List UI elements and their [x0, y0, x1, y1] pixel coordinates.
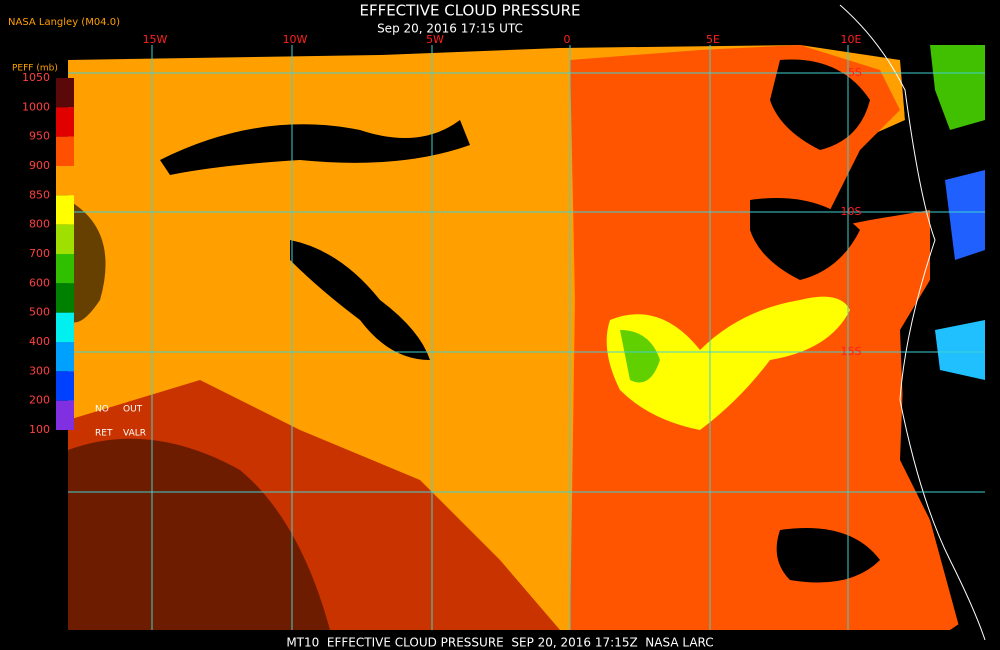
footer: MT10 EFFECTIVE CLOUD PRESSURE SEP 20, 20… — [286, 636, 713, 650]
lon-label: 5W — [426, 33, 444, 46]
lon-label: 10W — [283, 33, 308, 46]
mid-cloud — [620, 330, 660, 383]
legend-swatch — [56, 136, 74, 166]
legend-label: 500 — [29, 306, 50, 319]
legend-note: VALR — [123, 429, 146, 439]
legend-title: PEFF (mb) — [12, 64, 58, 74]
legend-label: 800 — [29, 218, 50, 231]
legend-label: 700 — [29, 247, 50, 260]
clear-patch — [776, 528, 880, 583]
lon-label: 5E — [706, 33, 720, 46]
legend-note: RET — [95, 429, 113, 439]
legend-label: 850 — [29, 188, 50, 201]
clear-patch — [750, 198, 860, 280]
clear-patch — [290, 240, 430, 360]
coastline — [839, 4, 986, 641]
grid-labels: 15W 10W 5W 0 5E 10E 5S 10S 15S — [143, 33, 862, 358]
legend-label: 100 — [29, 423, 50, 436]
lon-label: 10E — [841, 33, 862, 46]
source-label: NASA Langley (M04.0) — [8, 17, 120, 28]
lon-label: 0 — [564, 33, 571, 46]
imagery — [68, 4, 986, 641]
legend-label: 600 — [29, 276, 50, 289]
legend-swatch — [56, 107, 74, 137]
legend-swatch — [56, 312, 74, 342]
subtitle: Sep 20, 2016 17:15 UTC — [377, 22, 523, 36]
legend-label: 1050 — [22, 71, 50, 84]
legend-note: OUT — [123, 405, 143, 415]
graticule — [68, 45, 985, 630]
legend-swatch — [56, 224, 74, 254]
land-cloud — [930, 45, 985, 130]
clear-patch — [770, 59, 870, 150]
legend-swatch — [56, 371, 74, 401]
title: EFFECTIVE CLOUD PRESSURE — [359, 2, 580, 20]
legend-label: 950 — [29, 130, 50, 143]
legend-swatch — [56, 78, 74, 108]
land-cloud — [935, 320, 985, 380]
mid-cloud — [606, 296, 850, 430]
legend-note: NO — [95, 405, 109, 415]
broken-cloud — [68, 380, 560, 630]
land-cloud — [945, 170, 985, 260]
legend-swatch — [56, 342, 74, 372]
lon-label: 15W — [143, 33, 168, 46]
legend: 1050 1000 950 900 850 800 700 600 500 400 300 200 10… — [22, 71, 74, 436]
legend-label: 300 — [29, 364, 50, 377]
legend-swatch — [56, 283, 74, 313]
clear-patch — [160, 120, 470, 175]
legend-label: 1000 — [22, 100, 50, 113]
clear-patch — [68, 200, 106, 323]
lat-label: 10S — [841, 205, 862, 218]
legend-swatch — [56, 195, 74, 225]
legend-label: 200 — [29, 394, 50, 407]
legend-label: 900 — [29, 159, 50, 172]
legend-label: 400 — [29, 335, 50, 348]
clear-patch — [68, 438, 330, 630]
legend-swatch — [56, 400, 74, 430]
legend-swatch — [56, 254, 74, 284]
lat-label: 5S — [848, 66, 862, 79]
legend-swatch — [56, 166, 74, 196]
lat-label: 15S — [841, 345, 862, 358]
